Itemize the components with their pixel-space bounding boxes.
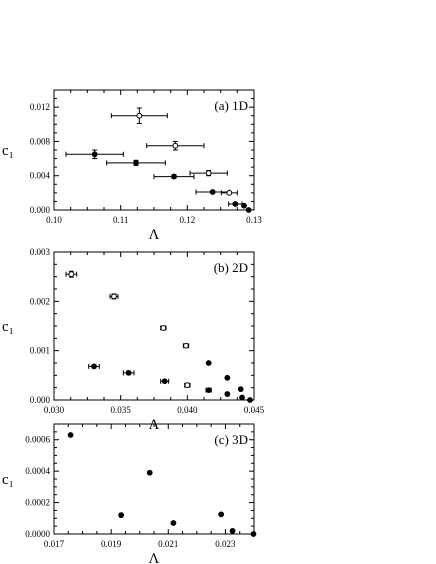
x-tick-label: 0.017 xyxy=(44,539,65,549)
y-tick-label: 0.001 xyxy=(30,346,50,356)
panel-label: (c) 3D xyxy=(214,432,248,447)
y-tick-label: 0.000 xyxy=(30,205,51,215)
data-point-1-0-4 xyxy=(224,391,231,397)
x-tick-label: 0.021 xyxy=(158,539,178,549)
data-point-1-0-6 xyxy=(247,397,253,403)
data-point-0-1-3 xyxy=(226,189,233,196)
data-point-2-0-5 xyxy=(229,527,236,534)
y-tick-label: 0.002 xyxy=(30,296,50,306)
x-tick-label: 0.023 xyxy=(215,539,236,549)
data-point-0-0-3 xyxy=(209,189,216,195)
data-point-1-1-1 xyxy=(111,293,117,300)
y-tick-label: 0.0002 xyxy=(25,498,50,508)
y-tick-label: 0.0000 xyxy=(25,529,50,539)
x-tick-label: 0.10 xyxy=(46,215,62,225)
data-point-1-1-2 xyxy=(160,325,167,331)
x-axis-label: Λ xyxy=(149,227,160,243)
data-point-1-1-4 xyxy=(184,382,191,389)
panel-label: (b) 2D xyxy=(214,260,248,275)
y-tick-label: 0.0006 xyxy=(25,435,50,445)
x-tick-label: 0.12 xyxy=(179,215,195,225)
y-axis-label: c₁ xyxy=(2,143,14,159)
data-point-2-0-1 xyxy=(118,512,125,519)
y-tick-label: 0.004 xyxy=(30,171,51,181)
data-point-0-0-4 xyxy=(232,201,239,207)
y-tick-label: 0.003 xyxy=(30,247,51,257)
data-point-1-0-1 xyxy=(125,369,132,376)
data-point-0-1-2 xyxy=(205,170,212,177)
data-point-2-0-6 xyxy=(250,531,257,537)
x-tick-label: 0.030 xyxy=(44,405,65,415)
y-axis-label: c₁ xyxy=(2,472,14,488)
data-point-0-0-2 xyxy=(171,173,177,180)
data-point-1-1-0 xyxy=(68,271,75,278)
x-tick-label: 0.11 xyxy=(113,215,128,225)
y-axis-label: c₁ xyxy=(2,319,14,335)
data-point-1-2-2 xyxy=(237,386,244,393)
panel-label: (a) 1D xyxy=(214,98,248,113)
data-point-1-2-1 xyxy=(224,374,231,381)
data-point-1-0-5 xyxy=(239,394,245,401)
x-tick-label: 0.040 xyxy=(177,405,198,415)
y-tick-label: 0.0004 xyxy=(25,466,50,476)
data-point-1-0-2 xyxy=(161,378,168,385)
data-point-1-1-3 xyxy=(183,342,189,349)
y-tick-label: 0.008 xyxy=(30,136,51,146)
x-tick-label: 0.019 xyxy=(101,539,122,549)
data-point-2-0-0 xyxy=(67,432,74,438)
data-point-2-0-2 xyxy=(146,469,153,476)
x-tick-label: 0.045 xyxy=(244,405,265,415)
x-tick-label: 0.035 xyxy=(111,405,132,415)
data-point-1-2-0 xyxy=(205,360,212,366)
data-point-2-0-4 xyxy=(218,511,225,518)
x-tick-label: 0.13 xyxy=(246,215,262,225)
data-point-1-0-0 xyxy=(91,363,97,370)
data-point-0-0-1 xyxy=(133,159,139,166)
data-point-2-0-3 xyxy=(170,520,177,526)
y-tick-label: 0.012 xyxy=(30,102,50,112)
data-point-0-0-0 xyxy=(91,151,98,158)
data-point-1-0-3 xyxy=(205,387,212,394)
data-point-0-0-5 xyxy=(241,202,247,209)
data-point-0-1-1 xyxy=(172,142,179,149)
data-point-0-0-6 xyxy=(245,207,252,213)
x-axis-label: Λ xyxy=(149,551,160,564)
data-point-0-1-0 xyxy=(136,112,143,119)
y-tick-label: 0.000 xyxy=(30,395,51,405)
